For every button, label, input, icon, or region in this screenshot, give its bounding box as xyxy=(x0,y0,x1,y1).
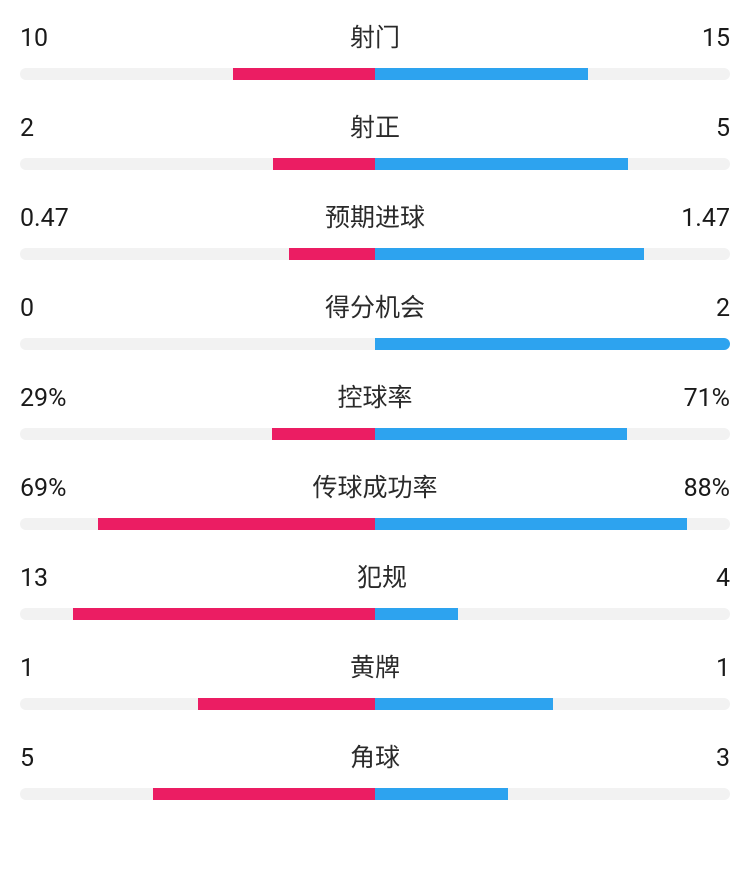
stat-bar-left-fill xyxy=(153,788,375,800)
stat-bar-right-fill xyxy=(375,698,553,710)
stat-header: 0 得分机会 2 xyxy=(20,288,730,324)
stat-label: 黄牌 xyxy=(34,648,716,684)
stat-bar-right-fill xyxy=(375,788,508,800)
stat-bar-left-fill xyxy=(198,698,376,710)
stat-value-left: 13 xyxy=(20,564,48,593)
stat-value-left: 10 xyxy=(20,24,48,53)
stat-bar-left-side xyxy=(20,248,375,260)
stat-bar-right-side xyxy=(375,698,730,710)
stat-bar-left-fill xyxy=(73,608,375,620)
stat-row: 0.47 预期进球 1.47 xyxy=(20,198,730,260)
stat-bar-right-side xyxy=(375,248,730,260)
stat-bar-track xyxy=(20,788,730,800)
stat-label: 角球 xyxy=(34,738,716,774)
stat-row: 2 射正 5 xyxy=(20,108,730,170)
stat-bar-right-fill xyxy=(375,158,628,170)
stat-bar-track xyxy=(20,248,730,260)
stat-value-right: 88% xyxy=(684,474,730,503)
stat-header: 10 射门 15 xyxy=(20,18,730,54)
stat-label: 射正 xyxy=(34,108,716,144)
stat-bar-track xyxy=(20,428,730,440)
stat-header: 69% 传球成功率 88% xyxy=(20,468,730,504)
stat-bar-right-fill xyxy=(375,338,730,350)
stat-header: 29% 控球率 71% xyxy=(20,378,730,414)
stat-value-left: 2 xyxy=(20,114,34,143)
stat-value-left: 1 xyxy=(20,654,34,683)
stat-value-right: 4 xyxy=(716,564,730,593)
stat-bar-track xyxy=(20,68,730,80)
stat-bar-right-fill xyxy=(375,428,627,440)
stat-bar-left-side xyxy=(20,338,375,350)
stat-value-left: 0 xyxy=(20,294,34,323)
stat-value-right: 1 xyxy=(716,654,730,683)
stat-value-left: 5 xyxy=(20,744,34,773)
stat-bar-left-side xyxy=(20,518,375,530)
stat-bar-right-side xyxy=(375,788,730,800)
stat-row: 1 黄牌 1 xyxy=(20,648,730,710)
stat-header: 0.47 预期进球 1.47 xyxy=(20,198,730,234)
stat-bar-left-side xyxy=(20,788,375,800)
stat-bar-right-fill xyxy=(375,608,458,620)
stat-bar-left-side xyxy=(20,428,375,440)
stat-bar-track xyxy=(20,518,730,530)
stat-bar-right-fill xyxy=(375,248,644,260)
stat-bar-left-side xyxy=(20,158,375,170)
stat-row: 0 得分机会 2 xyxy=(20,288,730,350)
stat-bar-right-side xyxy=(375,428,730,440)
stat-value-right: 2 xyxy=(716,294,730,323)
stat-header: 2 射正 5 xyxy=(20,108,730,144)
stat-label: 得分机会 xyxy=(34,288,716,324)
stat-label: 传球成功率 xyxy=(66,468,683,504)
stat-bar-right-fill xyxy=(375,68,588,80)
stat-label: 犯规 xyxy=(48,558,716,594)
stat-header: 1 黄牌 1 xyxy=(20,648,730,684)
stat-bar-track xyxy=(20,338,730,350)
stat-bar-right-side xyxy=(375,608,730,620)
stat-bar-left-fill xyxy=(98,518,375,530)
stat-value-left: 29% xyxy=(20,384,66,413)
stat-value-right: 1.47 xyxy=(681,204,730,233)
stat-value-right: 71% xyxy=(684,384,730,413)
stat-value-right: 5 xyxy=(716,114,730,143)
stat-bar-right-side xyxy=(375,158,730,170)
stat-header: 5 角球 3 xyxy=(20,738,730,774)
stat-value-right: 15 xyxy=(702,24,730,53)
stat-header: 13 犯规 4 xyxy=(20,558,730,594)
stat-value-left: 69% xyxy=(20,474,66,503)
stat-bar-right-fill xyxy=(375,518,687,530)
stat-bar-left-side xyxy=(20,698,375,710)
stat-value-right: 3 xyxy=(716,744,730,773)
stat-bar-track xyxy=(20,158,730,170)
stat-bar-left-fill xyxy=(233,68,375,80)
stat-bar-right-side xyxy=(375,68,730,80)
stat-value-left: 0.47 xyxy=(20,204,69,233)
stat-row: 10 射门 15 xyxy=(20,18,730,80)
stat-bar-right-side xyxy=(375,518,730,530)
stat-bar-left-side xyxy=(20,68,375,80)
stat-bar-left-fill xyxy=(273,158,375,170)
stat-row: 29% 控球率 71% xyxy=(20,378,730,440)
stat-bar-right-side xyxy=(375,338,730,350)
stat-row: 69% 传球成功率 88% xyxy=(20,468,730,530)
stat-bar-track xyxy=(20,698,730,710)
stat-bar-left-fill xyxy=(289,248,375,260)
stat-label: 控球率 xyxy=(66,378,683,414)
stat-row: 13 犯规 4 xyxy=(20,558,730,620)
stat-bar-track xyxy=(20,608,730,620)
stat-label: 预期进球 xyxy=(69,198,682,234)
match-stats: 10 射门 15 2 射正 5 0.47 xyxy=(0,0,750,800)
stat-row: 5 角球 3 xyxy=(20,738,730,800)
stat-bar-left-fill xyxy=(272,428,375,440)
stat-bar-left-side xyxy=(20,608,375,620)
stat-label: 射门 xyxy=(48,18,702,54)
